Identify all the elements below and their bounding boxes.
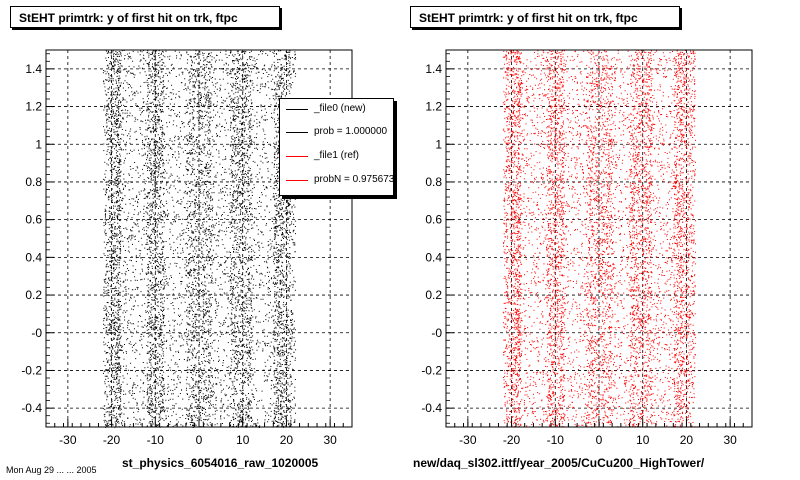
x-tick-label: 10 [636, 433, 650, 447]
legend-label: _file1 (ref) [314, 150, 360, 161]
x-tick-label: -30 [459, 433, 477, 447]
scatter-points [102, 50, 297, 428]
legend-label: probN = 0.975673 [314, 174, 394, 185]
right-x-axis-label: new/daq_sl302.ittf/year_2005/CuCu200_Hig… [413, 456, 705, 470]
y-tick-label: 0.6 [425, 213, 442, 227]
legend-swatch [286, 132, 308, 133]
legend: _file0 (new) prob = 1.000000 _file1 (ref… [279, 98, 394, 196]
y-tick-label: 1 [35, 137, 42, 151]
x-tick-label: 10 [236, 433, 250, 447]
x-tick-label: -20 [103, 433, 121, 447]
left-chart-title: StEHT primtrk: y of first hit on trk, ft… [10, 6, 280, 28]
y-tick-label: 0.4 [425, 250, 442, 264]
x-tick-label: -10 [547, 433, 565, 447]
y-tick-label: -0.4 [421, 401, 442, 415]
x-tick-label: -10 [147, 433, 165, 447]
x-tick-label: -20 [503, 433, 521, 447]
right-plot: -30 -20 -10 0 10 20 30 -0.4 -0.2 -0 0.2 0.4 0.6 0.8 1 1… [421, 49, 753, 447]
y-tick-label: 0.8 [25, 175, 42, 189]
y-tick-label: -0 [31, 326, 42, 340]
x-tick-label: 20 [280, 433, 294, 447]
x-tick-label: -30 [59, 433, 77, 447]
x-tick-label: 30 [723, 433, 737, 447]
legend-swatch [286, 109, 308, 110]
y-tick-label: 0.2 [25, 288, 42, 302]
x-tick-label: 0 [196, 433, 203, 447]
legend-entry: prob = 1.000000 [280, 123, 393, 143]
y-tick-label: 1.2 [25, 100, 42, 114]
legend-label: _file0 (new) [314, 103, 366, 114]
y-tick-label: -0.2 [421, 363, 442, 377]
y-tick-label: 0.8 [425, 175, 442, 189]
x-tick-label: 0 [596, 433, 603, 447]
y-tick-label: -0.4 [21, 401, 42, 415]
y-tick-label: -0.2 [21, 363, 42, 377]
x-tick-label: 30 [323, 433, 337, 447]
y-tick-label: 1.4 [25, 62, 42, 76]
legend-swatch [286, 156, 308, 157]
right-chart-title: StEHT primtrk: y of first hit on trk, ft… [410, 6, 680, 28]
legend-label: prob = 1.000000 [314, 126, 388, 137]
y-tick-label: 0.4 [25, 250, 42, 264]
legend-entry: _file1 (ref) [280, 147, 393, 167]
y-tick-label: 1.4 [425, 62, 442, 76]
y-tick-label: -0 [431, 326, 442, 340]
scatter-points [502, 50, 697, 428]
legend-entry: _file0 (new) [280, 100, 393, 120]
left-plot: -30 -20 -10 0 10 20 30 -0.4 -0.2 -0 0.2 0.4 0.6 0.8 1 1… [21, 49, 353, 447]
y-tick-label: 0.6 [25, 213, 42, 227]
y-tick-label: 1.2 [425, 100, 442, 114]
legend-swatch [286, 180, 308, 181]
x-tick-label: 20 [680, 433, 694, 447]
y-tick-label: 0.2 [425, 288, 442, 302]
footer-note: Mon Aug 29 ... ... 2005 [6, 465, 97, 475]
legend-entry: probN = 0.975673 [280, 171, 394, 191]
left-x-axis-label: st_physics_6054016_raw_1020005 [122, 456, 319, 470]
y-tick-label: 1 [435, 137, 442, 151]
